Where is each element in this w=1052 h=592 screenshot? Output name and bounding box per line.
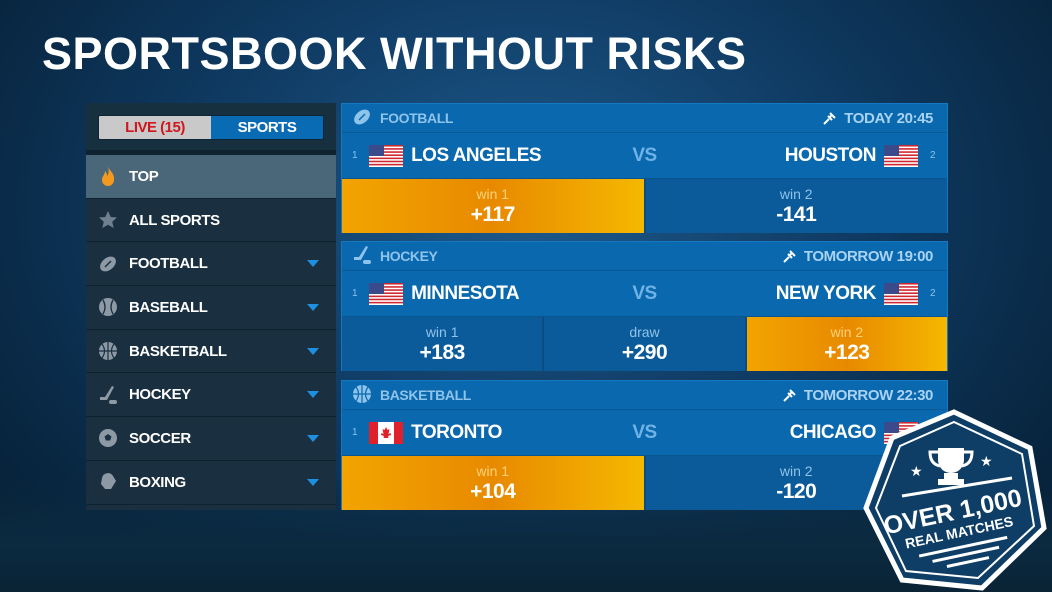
usa-flag-icon [369,282,404,305]
chevron-down-icon[interactable] [307,391,319,399]
pin-icon [783,389,796,402]
page-title: SPORTSBOOK WITHOUT RISKS [42,28,747,79]
sidebar: LIVE (15) SPORTS TOP ALL SPORTS FOOTBALL BA… [86,103,336,510]
vs-label: VS [632,144,657,166]
odds-value: +183 [419,340,466,364]
football-icon [98,254,118,274]
odds-value: +104 [470,479,516,503]
odds-label: win 1 [476,185,510,202]
chevron-down-icon[interactable] [307,260,319,268]
sidebar-item-label: BASKETBALL [129,342,227,360]
odds-value: -141 [776,202,817,226]
vs-label: VS [632,421,657,443]
odds-label: win 1 [425,323,459,340]
team1-number: 1 [352,288,358,299]
hockey-icon [352,245,372,268]
match-card[interactable]: BASKETBALL TOMORROW 22:30 1 TORONTO VS CHICA… [341,380,948,510]
pin-icon [823,112,836,125]
baseball-icon [98,297,118,317]
chevron-down-icon[interactable] [307,435,319,443]
odds-value: +290 [621,340,668,364]
sidebar-item-label: BOXING [129,473,186,491]
team2-name: HOUSTON [784,144,877,166]
team1-number: 1 [352,150,358,161]
usa-flag-icon [369,144,404,167]
team1-name: TORONTO [411,421,502,443]
chevron-down-icon[interactable] [307,347,319,355]
live-sports-toggle: LIVE (15) SPORTS [98,115,324,140]
team2-name: NEW YORK [775,282,877,304]
vs-label: VS [632,282,657,304]
sidebar-item-label: HOCKEY [129,386,191,404]
odds-value: +123 [824,340,870,364]
sidebar-item-label: BASEBALL [129,298,208,316]
soccer-icon [98,428,118,448]
svg-text:★: ★ [980,453,993,469]
basketball-icon [352,384,372,407]
match-time: TOMORROW 22:30 [803,386,934,404]
odds-label: win 2 [779,185,813,202]
match-time: TODAY 20:45 [844,109,933,127]
chevron-down-icon[interactable] [307,304,319,312]
match-time: TOMORROW 19:00 [803,247,934,265]
odds-label: draw [629,323,660,340]
usa-flag-icon [883,144,918,167]
sidebar-item-label: FOOTBALL [129,255,208,273]
team1-number: 1 [352,427,358,438]
odds-button-win-1[interactable]: win 1 +183 [342,317,545,371]
team2-number: 2 [929,150,936,161]
odds-button-win-2[interactable]: win 2 +123 [746,317,947,371]
sidebar-item-label: SOCCER [129,429,191,447]
team2-number: 2 [929,288,936,299]
boxing-glove-icon [98,472,118,492]
flame-icon [98,166,118,187]
odds-button-win-1[interactable]: win 1 +104 [342,456,646,510]
odds-value: +117 [470,202,516,226]
odds-value: -120 [776,479,817,503]
sidebar-item-baseball[interactable]: BASEBALL [86,286,336,330]
match-card[interactable]: FOOTBALL TODAY 20:45 1 LOS ANGELES VS HOUSTO… [341,103,948,233]
team1-name: MINNESOTA [411,282,520,304]
live-tab[interactable]: LIVE (15) [99,116,211,139]
sidebar-item-label: ALL SPORTS [129,211,220,229]
pin-icon [783,250,796,263]
sport-name: FOOTBALL [380,110,454,126]
usa-flag-icon [883,282,918,305]
canada-flag-icon [369,421,404,444]
sidebar-item-top[interactable]: TOP [86,155,336,199]
odds-button-draw[interactable]: draw +290 [544,317,747,371]
football-icon [352,107,372,130]
odds-button-win-1[interactable]: win 1 +117 [342,179,646,233]
sport-name: BASKETBALL [380,387,471,403]
hockey-icon [98,385,118,405]
odds-label: win 2 [779,462,813,479]
sidebar-item-label: TOP [129,167,159,185]
team2-name: CHICAGO [789,421,877,443]
sidebar-item-all-sports[interactable]: ALL SPORTS [86,199,336,243]
odds-label: win 1 [476,462,510,479]
odds-label: win 2 [830,323,864,340]
sidebar-item-soccer[interactable]: SOCCER [86,417,336,461]
match-card[interactable]: HOCKEY TOMORROW 19:00 1 MINNESOTA VS NEW YOR… [341,241,948,371]
sidebar-item-football[interactable]: FOOTBALL [86,242,336,287]
basketball-icon [98,341,118,361]
sidebar-item-hockey[interactable]: HOCKEY [86,373,336,418]
sports-tab[interactable]: SPORTS [211,116,323,139]
odds-button-win-2[interactable]: win 2 -141 [645,179,947,233]
svg-text:★: ★ [910,463,923,479]
star-icon [98,210,118,230]
sidebar-item-basketball[interactable]: BASKETBALL [86,330,336,374]
team1-name: LOS ANGELES [411,144,542,166]
over-1000-matches-badge: ★ ★ OVER 1,000 REAL MATCHES [863,409,1047,591]
sidebar-item-boxing[interactable]: BOXING [86,461,336,505]
chevron-down-icon[interactable] [307,478,319,486]
sport-name: HOCKEY [380,248,438,264]
